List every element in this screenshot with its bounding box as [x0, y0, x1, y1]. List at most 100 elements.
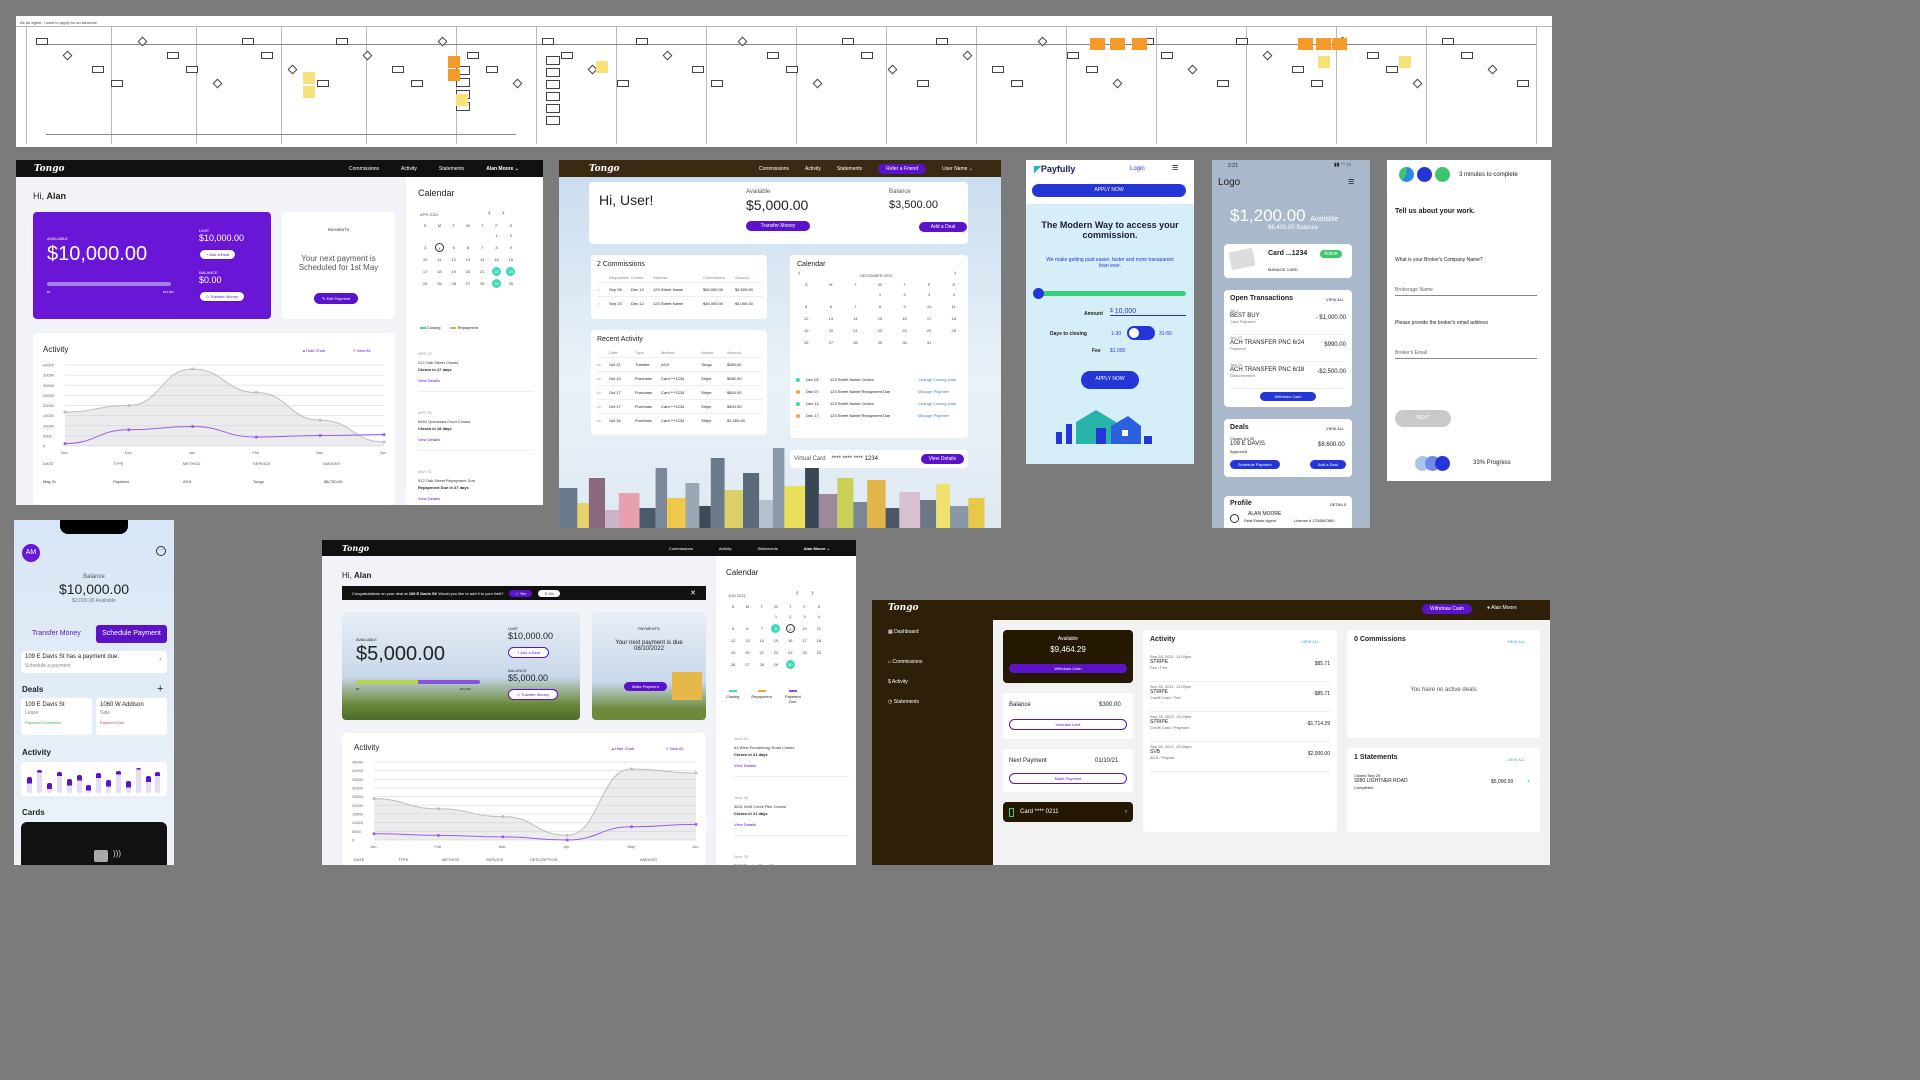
avatar[interactable]: AM	[22, 544, 40, 562]
calendar-day[interactable]: 26	[451, 281, 456, 286]
view-all-link[interactable]: VIEW ALL	[1507, 757, 1526, 762]
column-header[interactable]: AMOUNT	[323, 461, 341, 466]
make-payment-button[interactable]: Make Payment	[1009, 773, 1127, 784]
activity-row[interactable]: Sep 28, 2021, 12:09pm SVB ACH / Payout $2,0…	[1150, 742, 1330, 772]
column-header[interactable]: Amount	[735, 275, 749, 280]
add-deal-button[interactable]: Add a Deal	[919, 222, 967, 232]
column-header[interactable]: METHOD	[183, 461, 201, 466]
hide-chart-link[interactable]: ▴ Hide Chart	[303, 348, 326, 353]
calendar-day[interactable]: 9	[785, 624, 795, 633]
calendar-day[interactable]: 2	[509, 233, 512, 238]
column-header[interactable]: TYPE	[398, 857, 409, 862]
sidebar-item-dashboard[interactable]: ▦ Dashboard	[888, 629, 919, 635]
calendar-day[interactable]: 7	[481, 245, 484, 250]
calendar-day[interactable]: 5	[805, 304, 808, 309]
calendar-day[interactable]: 24	[422, 281, 428, 286]
calendar-day[interactable]: 4	[817, 614, 820, 619]
prev-month-icon[interactable]: ‹	[796, 588, 799, 597]
calendar-day[interactable]: 21	[759, 650, 764, 655]
view-all-link[interactable]: ≡ View All	[666, 746, 684, 751]
calendar-day[interactable]: 23	[902, 328, 907, 333]
calendar-day[interactable]: 16	[508, 257, 514, 262]
close-icon[interactable]: ✕	[690, 590, 696, 597]
calendar-day[interactable]: 8	[771, 624, 781, 633]
event-action-link[interactable]: Manage Payment	[918, 389, 950, 394]
calendar-day[interactable]: 28	[853, 340, 858, 345]
banner-no-button[interactable]: ✕ No	[538, 589, 560, 597]
calendar-day[interactable]: 27	[465, 281, 471, 286]
calendar-day[interactable]: 29	[773, 662, 779, 667]
sidebar-item-activity[interactable]: $ Activity	[888, 679, 908, 685]
calendar-day[interactable]: 19	[451, 269, 456, 274]
calendar-day[interactable]: 17	[802, 638, 807, 643]
calendar-day[interactable]: 8	[878, 304, 882, 309]
nav-activity[interactable]: Activity	[718, 545, 732, 551]
column-header[interactable]: Vendor	[701, 350, 714, 355]
column-header[interactable]: SERVICE	[253, 461, 271, 466]
calendar-day[interactable]: 25	[437, 281, 442, 286]
prev-month-icon[interactable]: ‹	[798, 270, 801, 277]
calendar-day[interactable]: 21	[480, 269, 485, 274]
calendar-day[interactable]: 29	[877, 340, 883, 345]
calendar-day[interactable]: 1	[495, 233, 498, 238]
view-details-link[interactable]: View Details	[418, 437, 440, 442]
calendar-day[interactable]: 30	[785, 660, 795, 669]
card-summary[interactable]: Card **** 0211 ›	[1003, 802, 1133, 822]
column-header[interactable]: DATE	[354, 857, 365, 862]
view-all-link[interactable]: VIEW ALL	[1507, 639, 1526, 644]
calendar-day[interactable]: 15	[877, 316, 883, 321]
calendar-day[interactable]: 20	[828, 328, 834, 333]
calendar-day[interactable]: 25	[951, 328, 956, 333]
calendar-day[interactable]: 28	[759, 662, 764, 667]
card-status-card[interactable]: Card ...1234 Active MANAGE CARD	[1224, 244, 1352, 278]
calendar-day[interactable]: 5	[452, 245, 455, 250]
more-options-icon[interactable]: ···	[156, 546, 166, 556]
apply-now-top-button[interactable]: APPLY NOW	[1032, 184, 1186, 197]
calendar-day[interactable]: 4	[952, 292, 955, 297]
activity-row[interactable]: Sep 28, 2021, 11:09pm STRIPE Credit Card /…	[1150, 682, 1330, 712]
user-menu[interactable]: ● Alan Moore	[1487, 605, 1517, 611]
calendar-day[interactable]: 13	[465, 257, 471, 262]
calendar-day[interactable]: 6	[466, 245, 470, 250]
calendar-day[interactable]: 22	[492, 267, 502, 276]
deal-card[interactable]: 109 E Davis St Lease Payment Scheduled	[21, 698, 92, 735]
next-button[interactable]: NEXT	[1395, 410, 1451, 427]
calendar-day[interactable]: 3	[424, 245, 427, 250]
calendar-day[interactable]: 14	[853, 316, 858, 321]
calendar-day[interactable]: 12	[730, 638, 736, 643]
manage-card-link[interactable]: MANAGE CARD	[1268, 267, 1298, 272]
hide-chart-link[interactable]: ▴ Hide Chart	[612, 746, 635, 751]
calendar-day[interactable]: 23	[788, 650, 793, 655]
nav-user-menu[interactable]: Alan Moore ⌄	[803, 545, 830, 551]
calendar-day[interactable]: 10	[926, 304, 932, 309]
view-details-link[interactable]: View Details	[418, 496, 440, 501]
calendar-day[interactable]: 24	[802, 650, 807, 655]
calendar-day[interactable]: 9	[509, 245, 512, 250]
chevron-right-icon[interactable]: ›	[1527, 776, 1530, 785]
withdraw-cash-button[interactable]: Withdraw Cash	[1009, 664, 1127, 673]
nav-commissions[interactable]: Commissions	[759, 165, 790, 172]
column-header[interactable]: TYPE	[113, 461, 124, 466]
calendar-day[interactable]: 10	[422, 257, 428, 262]
payment-due-alert[interactable]: 109 E Davis St has a payment due. Schedu…	[21, 651, 167, 673]
prev-month-icon[interactable]: ‹	[488, 208, 491, 217]
activity-row[interactable]: Sep 28, 2021, 11:09pm STRIPE Fee / Fee $85.…	[1150, 652, 1330, 682]
view-details-link[interactable]: View Details	[734, 763, 756, 768]
view-details-link[interactable]: View Details	[418, 378, 440, 383]
calendar-day[interactable]: 1	[878, 292, 882, 297]
table-row[interactable]: ▭ Oct 16 Purchase Card ***1234 Stripe $1,300.…	[597, 413, 763, 427]
calendar-day[interactable]: 14	[480, 257, 485, 262]
calendar-day[interactable]: 27	[828, 340, 834, 345]
calendar-day[interactable]: 6	[829, 304, 832, 309]
calendar-day[interactable]: 11	[437, 257, 442, 262]
banner-yes-button[interactable]: ✓ Yes	[509, 589, 533, 597]
sidebar-item-commissions[interactable]: ⌂ Commissions	[888, 659, 923, 665]
calendar-day[interactable]: 16	[788, 638, 793, 643]
calendar-day[interactable]: 10	[802, 626, 807, 631]
edit-payment-button[interactable]: ✎ Edit Payment	[314, 293, 359, 304]
table-row[interactable]: ▭ Oct 21 Transfer ACH Tongo $350.00	[597, 357, 763, 371]
calendar-day[interactable]: 19	[730, 650, 736, 655]
calendar-day[interactable]: 1	[774, 614, 778, 619]
table-row[interactable]: ✓ Sep 23 Dec 12 123 Street Name $45,000.00 $4…	[597, 296, 763, 310]
view-all-link[interactable]: VIEW ALL	[1301, 639, 1320, 644]
